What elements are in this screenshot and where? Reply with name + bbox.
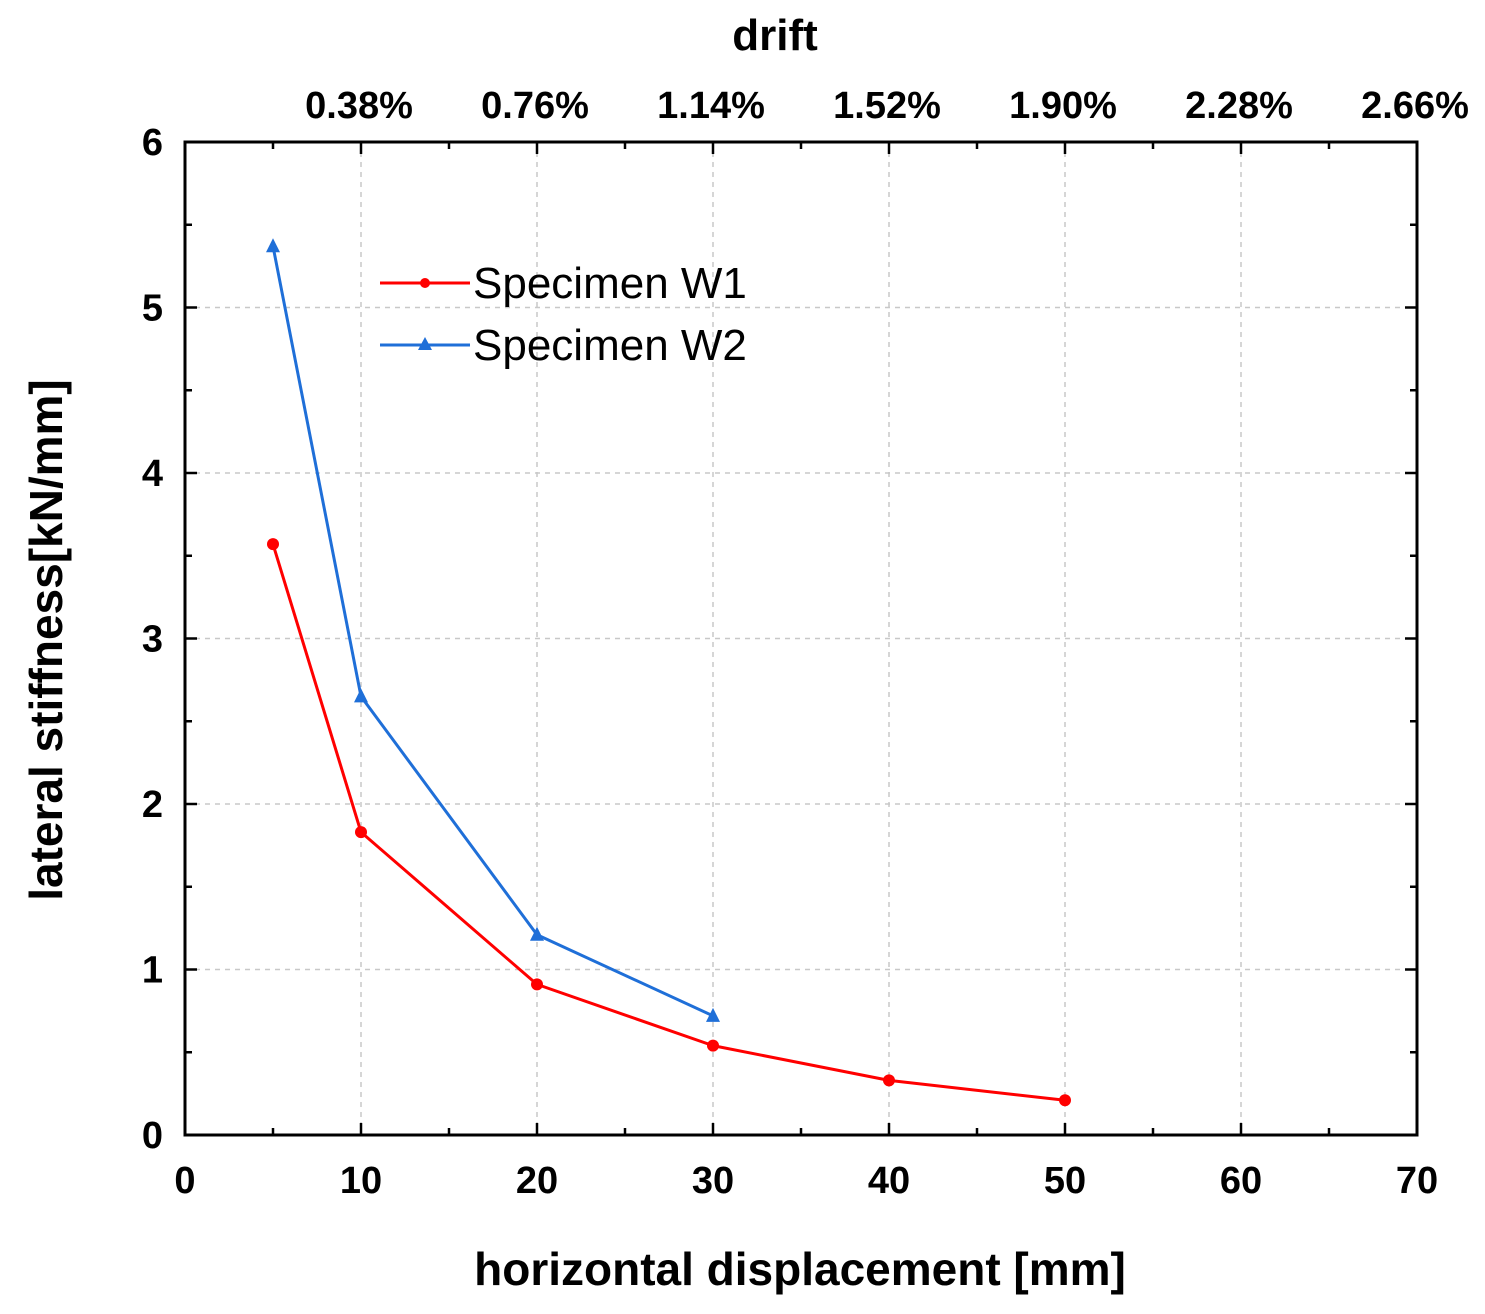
- x-tick-label: 20: [516, 1160, 558, 1202]
- y-tick-label: 5: [142, 288, 163, 330]
- top-tick-label: 1.14%: [657, 85, 765, 127]
- top-axis-title: drift: [732, 11, 818, 60]
- top-tick-label: 0.76%: [481, 85, 589, 127]
- legend-marker-w2: [418, 337, 432, 350]
- y-tick-label: 0: [142, 1115, 163, 1157]
- series-line: [271, 245, 714, 1018]
- data-point: [266, 238, 280, 253]
- grid-lines: [185, 142, 1417, 1135]
- y-tick-label: 6: [142, 122, 163, 164]
- data-point: [707, 1039, 719, 1052]
- data-point: [355, 826, 367, 839]
- x-tick-label: 60: [1220, 1160, 1262, 1202]
- y-tick-label: 3: [142, 619, 163, 661]
- data-point: [706, 1007, 720, 1022]
- series-line: [271, 543, 1066, 1102]
- data-point: [354, 688, 368, 703]
- x-tick-label: 40: [868, 1160, 910, 1202]
- data-point: [530, 926, 544, 941]
- x-tick-label: 50: [1044, 1160, 1086, 1202]
- x-tick-label: 10: [340, 1160, 382, 1202]
- legend: Specimen W1 Specimen W2: [380, 259, 747, 370]
- axis-ticks: [183, 140, 1419, 1137]
- legend-marker-w1: [420, 278, 430, 288]
- tick-labels: 0 10 20 30 40 50 60 70 0 1 2 3 4 5 6 0.38% 0.76% 1.14% 1.5…: [142, 85, 1469, 1202]
- top-tick-label: 1.52%: [833, 85, 941, 127]
- series-0: [267, 538, 1071, 1107]
- series-1: [266, 238, 720, 1022]
- y-tick-label: 2: [142, 784, 163, 826]
- data-point: [1059, 1094, 1071, 1107]
- y-tick-label: 4: [142, 453, 163, 495]
- top-tick-label: 2.66%: [1361, 85, 1469, 127]
- y-tick-label: 1: [142, 950, 163, 992]
- y-axis-title: lateral stiffness[kN/mm]: [20, 379, 72, 901]
- legend-label-w2: Specimen W2: [473, 321, 747, 370]
- x-tick-label: 70: [1396, 1160, 1438, 1202]
- legend-label-w1: Specimen W1: [473, 259, 747, 308]
- top-tick-label: 1.90%: [1009, 85, 1117, 127]
- x-tick-label: 0: [174, 1160, 195, 1202]
- x-tick-label: 30: [692, 1160, 734, 1202]
- series-layer: [266, 238, 1071, 1107]
- data-point: [531, 978, 543, 991]
- x-axis-title: horizontal displacement [mm]: [474, 1243, 1126, 1295]
- data-point: [883, 1074, 895, 1087]
- top-tick-label: 2.28%: [1185, 85, 1293, 127]
- data-point: [267, 538, 279, 551]
- top-tick-label: 0.38%: [305, 85, 413, 127]
